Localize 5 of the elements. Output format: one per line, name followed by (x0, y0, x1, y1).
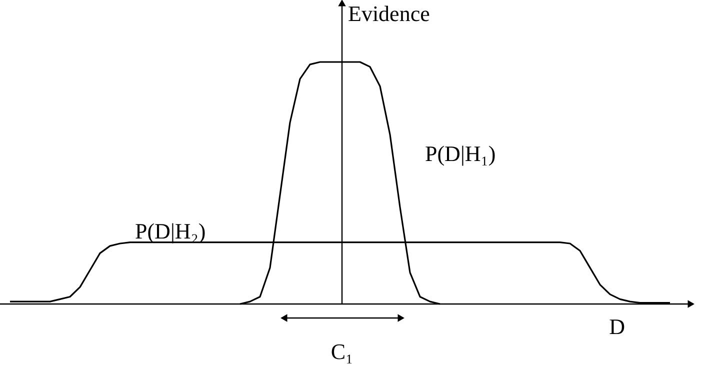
series-label: P(D|H₂) (135, 218, 206, 244)
series-label: P(D|H₁) (425, 140, 496, 166)
y-axis-title: Evidence (348, 1, 430, 26)
text: C₁ (330, 339, 354, 364)
x-axis-title: D (609, 314, 625, 339)
